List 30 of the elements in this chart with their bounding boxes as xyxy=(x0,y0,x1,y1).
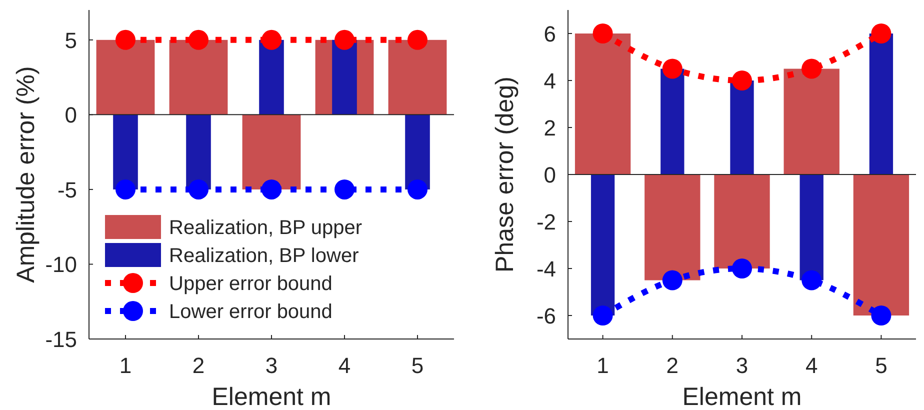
y-tick-label: -6 xyxy=(536,304,556,328)
legend-label: Lower error bound xyxy=(169,301,332,323)
x-tick-label: 4 xyxy=(805,353,818,378)
y-axis-title: Amplitude error (%) xyxy=(12,66,40,283)
x-axis-title: Element m xyxy=(682,383,802,410)
legend-label: Upper error bound xyxy=(169,273,332,295)
y-tick-label: -15 xyxy=(45,327,77,352)
x-tick-label: 1 xyxy=(119,353,132,378)
x-tick-label: 5 xyxy=(411,353,424,378)
y-tick-label: 0 xyxy=(544,162,556,188)
x-tick-label: 3 xyxy=(736,353,748,378)
y-tick-label: 4 xyxy=(544,68,556,94)
x-axis-title: Element m xyxy=(212,383,332,410)
x-tick-label: 4 xyxy=(338,353,351,378)
y-tick-label: -10 xyxy=(45,252,77,278)
y-tick-label: -2 xyxy=(536,210,556,234)
x-tick-label: 2 xyxy=(192,353,205,378)
y-tick-label: -5 xyxy=(57,177,77,202)
y-tick-label: 6 xyxy=(544,22,556,46)
legend-label: Realization, BP lower xyxy=(169,245,360,267)
y-tick-label: 2 xyxy=(544,116,556,140)
y-tick-label: -4 xyxy=(536,256,556,282)
legend-label: Realization, BP upper xyxy=(169,217,362,239)
x-tick-label: 3 xyxy=(265,353,278,378)
y-axis-title: Phase error (deg) xyxy=(491,76,519,272)
y-tick-label: 5 xyxy=(64,28,77,53)
x-tick-label: 1 xyxy=(596,353,609,378)
x-tick-label: 2 xyxy=(666,353,679,378)
x-tick-label: 5 xyxy=(875,353,888,378)
y-tick-label: 0 xyxy=(64,102,77,128)
